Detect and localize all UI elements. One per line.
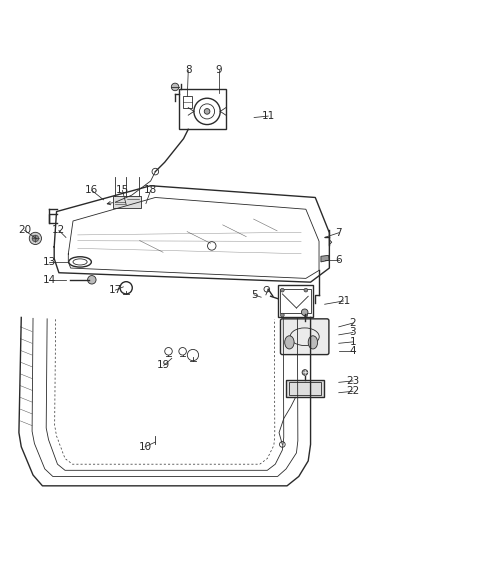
Text: 21: 21 <box>337 296 350 306</box>
Text: 20: 20 <box>18 225 31 236</box>
Text: 15: 15 <box>116 185 129 195</box>
Text: 8: 8 <box>185 65 192 76</box>
Circle shape <box>204 109 210 114</box>
Text: 2: 2 <box>349 318 356 328</box>
Text: 11: 11 <box>262 111 275 121</box>
Text: 10: 10 <box>138 442 152 452</box>
Text: 6: 6 <box>336 255 342 265</box>
Circle shape <box>304 313 308 317</box>
Text: 3: 3 <box>349 328 356 337</box>
Ellipse shape <box>285 336 294 349</box>
Ellipse shape <box>308 336 318 349</box>
Circle shape <box>171 83 179 90</box>
Text: 18: 18 <box>144 185 157 195</box>
Bar <box>286 380 324 397</box>
Text: 5: 5 <box>251 290 257 300</box>
Text: 23: 23 <box>346 376 360 386</box>
Text: 16: 16 <box>85 185 98 195</box>
Text: 13: 13 <box>43 257 56 267</box>
Circle shape <box>32 235 39 242</box>
Text: 22: 22 <box>346 386 360 396</box>
Polygon shape <box>321 255 329 262</box>
Circle shape <box>301 309 308 316</box>
Circle shape <box>29 232 41 245</box>
Bar <box>289 382 321 394</box>
Circle shape <box>87 275 96 284</box>
Text: 9: 9 <box>216 65 222 76</box>
Bar <box>113 196 141 208</box>
Text: 7: 7 <box>336 228 342 238</box>
Text: 1: 1 <box>349 337 356 347</box>
FancyBboxPatch shape <box>280 319 329 354</box>
Text: 12: 12 <box>52 225 66 236</box>
Circle shape <box>302 370 308 376</box>
Text: 14: 14 <box>43 275 56 285</box>
Bar <box>280 289 311 313</box>
Text: 19: 19 <box>157 360 170 370</box>
Circle shape <box>280 313 284 317</box>
Text: 17: 17 <box>108 285 122 295</box>
Circle shape <box>280 288 284 292</box>
Circle shape <box>304 288 308 292</box>
Text: 4: 4 <box>349 347 356 356</box>
Bar <box>182 96 192 108</box>
Bar <box>277 284 313 318</box>
